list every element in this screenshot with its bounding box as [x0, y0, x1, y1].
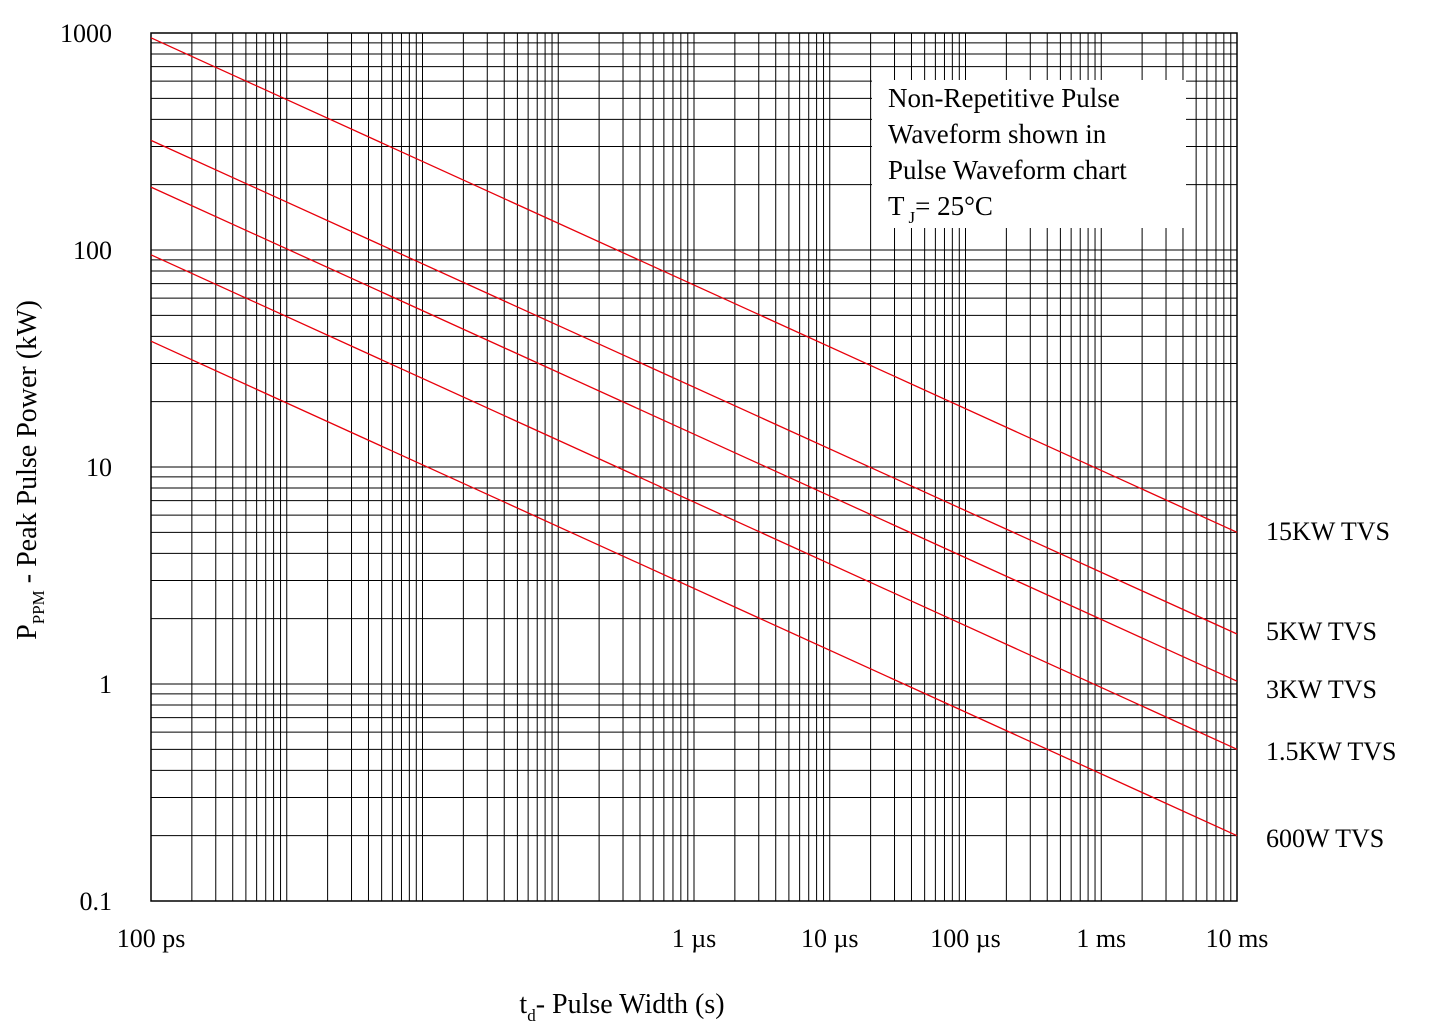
annotation-box: Non-Repetitive Pulse Waveform shown in Pul…	[872, 80, 1186, 228]
y-axis-title: PPPM - Peak Pulse Power (kW)	[12, 300, 48, 640]
y-tick-label: 0.1	[80, 887, 113, 916]
series-label: 1.5KW TVS	[1266, 737, 1397, 766]
x-tick-label: 10 µs	[801, 924, 859, 953]
series-line-1-5kw-tvs	[150, 254, 1238, 750]
annotation-background	[872, 80, 1186, 228]
series-line-3kw-tvs	[150, 186, 1238, 682]
annotation-line: Waveform shown in	[888, 119, 1107, 149]
x-tick-label: 1 ms	[1076, 924, 1126, 953]
annotation-line: Non-Repetitive Pulse	[888, 83, 1120, 113]
y-tick-label: 10	[86, 453, 112, 482]
tick-labels: 100 ps 1 µs 10 µs 100 µs 1 ms 10 ms 1000 100 10 1…	[60, 19, 1268, 953]
y-tick-label: 1000	[60, 19, 112, 48]
x-tick-label: 1 µs	[672, 924, 717, 953]
series-label: 15KW TVS	[1266, 517, 1390, 546]
annotation-junction-temperature: T J= 25°C	[888, 191, 993, 227]
y-tick-label: 100	[73, 236, 112, 265]
series-line-5kw-tvs	[150, 139, 1238, 635]
series-line-15kw-tvs	[150, 37, 1238, 533]
annotation-line: Pulse Waveform chart	[888, 155, 1127, 185]
x-tick-label: 10 ms	[1206, 924, 1269, 953]
series-label: 3KW TVS	[1266, 675, 1377, 704]
y-tick-label: 1	[99, 670, 112, 699]
plot-frame	[150, 32, 1238, 902]
series-label: 600W TVS	[1266, 824, 1384, 853]
series-lines	[150, 37, 1238, 837]
x-tick-label: 100 ps	[117, 924, 186, 953]
series-label: 5KW TVS	[1266, 617, 1377, 646]
axis-titles: td- Pulse Width (s) PPPM - Peak Pulse Pow…	[12, 300, 725, 1025]
x-tick-label: 100 µs	[930, 924, 1001, 953]
x-axis-title: td- Pulse Width (s)	[519, 989, 724, 1025]
series-line-600w-tvs	[150, 340, 1238, 837]
series-labels: 15KW TVS 5KW TVS 3KW TVS 1.5KW TVS 600W TVS	[1266, 517, 1397, 853]
